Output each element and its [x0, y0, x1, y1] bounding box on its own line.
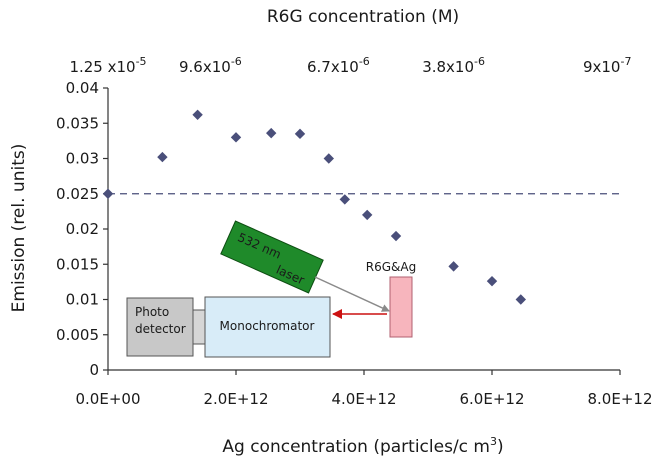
top-tick-label: 9.6x10-6 [179, 55, 242, 76]
top-tick-mantissa: 1.25 x10 [69, 58, 135, 76]
x-axis-title: Ag concentration (particles/c m3) [222, 435, 503, 457]
x-tick-label: 2.0E+12 [204, 390, 269, 408]
sample-label: R6G&Ag [366, 260, 416, 274]
top-tick-mantissa: 6.7x10 [307, 58, 359, 76]
data-point [339, 194, 350, 205]
laser-box: 532 nm laser [220, 220, 324, 294]
y-tick-label: 0.03 [66, 150, 99, 168]
top-tick-exponent: -5 [136, 55, 147, 68]
y-tick-label: 0.005 [56, 326, 99, 344]
data-point [192, 109, 203, 120]
data-point [362, 209, 373, 221]
data-point [230, 132, 242, 143]
top-tick-mantissa: 9.6x10 [179, 58, 231, 76]
data-point [294, 128, 306, 140]
top-axis-title: R6G concentration (M) [267, 7, 459, 27]
laser-beam-line [314, 276, 390, 312]
top-tick-label: 3.8x10-6 [422, 55, 485, 76]
y-tick-label: 0.015 [56, 255, 99, 273]
y-tick-label: 0.035 [56, 114, 99, 132]
x-tick-label: 0.0E+00 [76, 390, 141, 408]
data-point [390, 230, 402, 242]
y-tick-label: 0.025 [56, 185, 99, 203]
data-point [102, 188, 114, 199]
data-points [102, 109, 526, 305]
top-tick-mantissa: 9x10 [583, 58, 621, 76]
top-tick-exponent: -6 [474, 55, 485, 68]
top-axis-tick-labels: 1.25 x10-5 9.6x10-6 6.7x10-6 3.8x10-6 9x10-7 [69, 55, 631, 76]
top-tick-exponent: -6 [231, 55, 242, 68]
x-tick-label: 8.0E+12 [588, 390, 653, 408]
x-axis-ticks: 0.0E+00 2.0E+12 4.0E+12 6.0E+12 8.0E+12 [76, 370, 653, 408]
y-tick-label: 0 [89, 361, 99, 379]
top-tick-exponent: -6 [359, 55, 370, 68]
x-tick-label: 4.0E+12 [332, 390, 397, 408]
y-tick-label: 0.02 [66, 220, 99, 238]
photodetector-label-line2: detector [135, 322, 186, 336]
x-tick-label: 6.0E+12 [460, 390, 525, 408]
data-point [515, 294, 526, 305]
y-tick-label: 0.01 [66, 291, 99, 309]
y-axis-ticks: 0 0.005 0.01 0.015 0.02 0.025 0.03 0.035 0.04 [56, 79, 108, 379]
data-point [157, 151, 168, 163]
data-point [486, 275, 498, 287]
x-axis-title-close: ) [497, 437, 504, 457]
inset-apparatus-diagram: 532 nm laser R6G&Ag Monochromator Photo … [126, 220, 416, 358]
y-tick-label: 0.04 [66, 79, 99, 97]
x-axis-title-main: Ag concentration (particles/c m [222, 437, 490, 457]
photodetector-box [126, 297, 194, 357]
top-tick-exponent: -7 [620, 55, 631, 68]
top-tick-label: 1.25 x10-5 [69, 55, 146, 76]
top-tick-mantissa: 3.8x10 [422, 58, 474, 76]
photodetector-label-line1: Photo [135, 305, 169, 319]
detector-coupler [192, 309, 206, 345]
data-point [266, 127, 277, 139]
data-point [323, 153, 334, 164]
top-tick-label: 9x10-7 [583, 55, 631, 76]
top-tick-label: 6.7x10-6 [307, 55, 370, 76]
y-axis-title: Emission (rel. units) [9, 144, 29, 313]
monochromator-label: Monochromator [220, 319, 315, 333]
x-axis-title-superscript: 3 [490, 435, 497, 448]
sample-cuvette [389, 276, 413, 338]
data-point [448, 261, 459, 272]
